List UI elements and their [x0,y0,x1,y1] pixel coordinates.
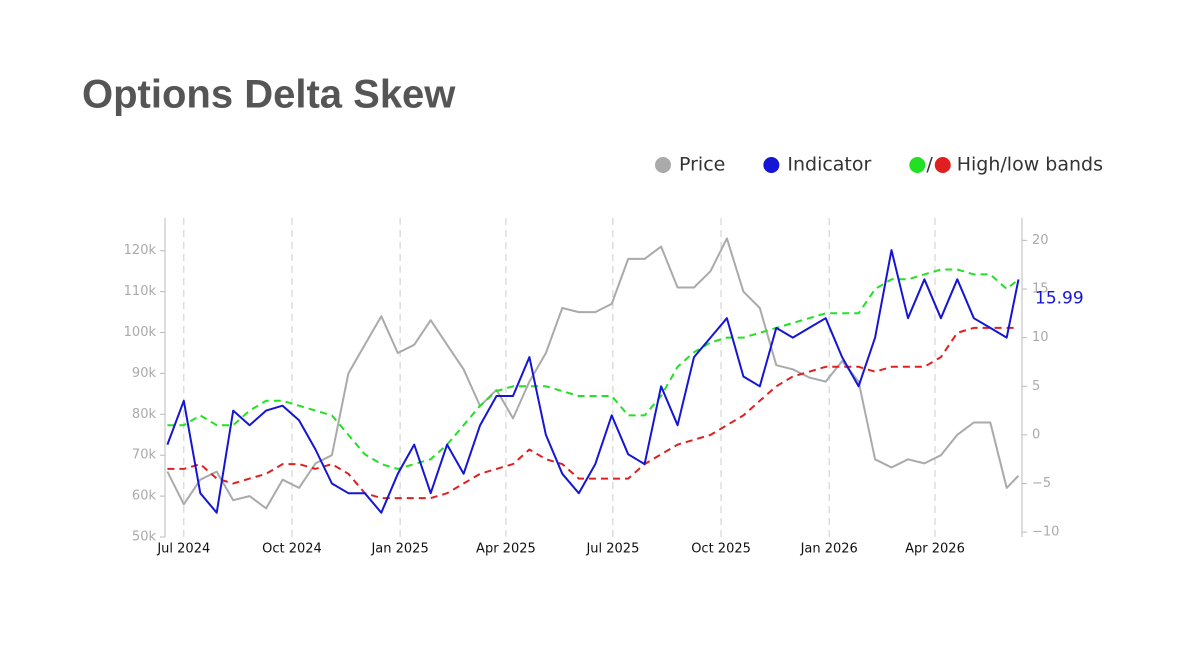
end-value-label: 15.99 [1035,288,1084,308]
price-line [166,237,1020,510]
y-tick-label: 70k [132,448,157,463]
legend-marker [909,157,926,173]
x-tick-label: Oct 2024 [262,542,322,557]
legend-label: Indicator [787,154,871,176]
x-tick-label: Apr 2025 [476,542,536,557]
y2-tick-label: 10 [1032,330,1049,345]
legend-marker [763,157,780,173]
x-tick-label: Jan 2025 [370,542,428,557]
band-line [167,268,1020,470]
y-tick-label: 60k [132,489,157,504]
indicator-line [166,249,1020,514]
band-line [167,326,1019,500]
y2-tick-label: 20 [1032,233,1049,248]
legend-label: High/low bands [957,154,1103,176]
chart-title: Options Delta Skew [82,73,456,117]
legend-marker [655,157,671,173]
legend-marker [934,157,951,173]
y-tick-label: 80k [132,407,157,422]
y-tick-label: 50k [132,530,157,545]
y2-tick-label: −5 [1032,476,1051,491]
y2-tick-label: 15 [1032,281,1049,296]
y2-tick-label: 0 [1032,427,1040,442]
x-tick-label: Jul 2024 [156,542,210,557]
y-tick-label: 120k [124,243,157,258]
y-tick-label: 90k [132,366,157,381]
y-tick-label: 110k [124,284,157,299]
y-tick-label: 100k [124,325,157,340]
y2-tick-label: −10 [1032,525,1059,540]
x-tick-label: Apr 2026 [905,542,965,557]
x-tick-label: Jan 2026 [800,542,858,557]
legend-label: Price [679,154,725,176]
y2-tick-label: 5 [1032,379,1040,394]
legend-separator: / [926,154,933,176]
x-tick-label: Jul 2025 [585,542,639,557]
x-tick-label: Oct 2025 [691,542,751,557]
